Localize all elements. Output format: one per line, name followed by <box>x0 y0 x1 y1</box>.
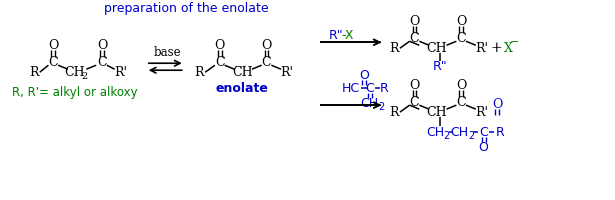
Text: R: R <box>389 42 399 55</box>
Text: R': R' <box>114 66 127 79</box>
Text: R": R" <box>432 60 447 73</box>
Text: R': R' <box>475 42 488 55</box>
Text: O: O <box>261 39 272 52</box>
Text: R': R' <box>475 106 488 119</box>
Text: O: O <box>478 141 488 154</box>
Text: R": R" <box>328 29 343 42</box>
Text: R, R'= alkyl or alkoxy: R, R'= alkyl or alkoxy <box>12 86 138 99</box>
Text: C: C <box>97 56 107 69</box>
Text: R: R <box>29 66 39 79</box>
Text: C: C <box>49 56 58 69</box>
Text: O: O <box>215 39 225 52</box>
Text: CH: CH <box>427 42 447 55</box>
Text: O: O <box>456 15 466 28</box>
Text: CH: CH <box>65 66 85 79</box>
Text: C: C <box>215 56 224 69</box>
Text: preparation of the enolate: preparation of the enolate <box>105 2 269 15</box>
Text: O: O <box>409 79 419 92</box>
Text: O: O <box>409 15 419 28</box>
Text: 2: 2 <box>81 72 87 81</box>
Text: C: C <box>410 96 419 109</box>
Text: −: − <box>510 37 520 47</box>
Text: O: O <box>456 79 466 92</box>
Text: -X: -X <box>341 29 354 42</box>
Text: 2: 2 <box>443 131 450 141</box>
Text: 2: 2 <box>378 102 384 112</box>
Text: X: X <box>504 42 512 55</box>
Text: R: R <box>389 106 399 119</box>
Text: R: R <box>380 82 389 95</box>
Text: C: C <box>410 32 419 45</box>
Text: C: C <box>365 82 374 95</box>
Text: R: R <box>194 66 204 79</box>
Text: CH: CH <box>360 97 379 110</box>
Text: O: O <box>97 39 107 52</box>
Text: O: O <box>359 69 369 82</box>
Text: HC: HC <box>342 82 360 95</box>
Text: C: C <box>479 126 488 139</box>
Text: C: C <box>456 96 466 109</box>
Text: CH: CH <box>426 126 444 139</box>
Text: O: O <box>492 98 502 111</box>
Text: C̅H: C̅H <box>232 66 253 79</box>
Text: C: C <box>456 32 466 45</box>
Text: R: R <box>496 126 504 139</box>
Text: 2: 2 <box>468 131 474 141</box>
Text: CH: CH <box>427 106 447 119</box>
Text: O: O <box>48 39 58 52</box>
Text: CH: CH <box>450 126 468 139</box>
Text: C: C <box>262 56 271 69</box>
Text: base: base <box>153 46 181 59</box>
Text: R': R' <box>280 66 293 79</box>
Text: enolate: enolate <box>216 82 269 95</box>
Text: +: + <box>490 41 502 55</box>
